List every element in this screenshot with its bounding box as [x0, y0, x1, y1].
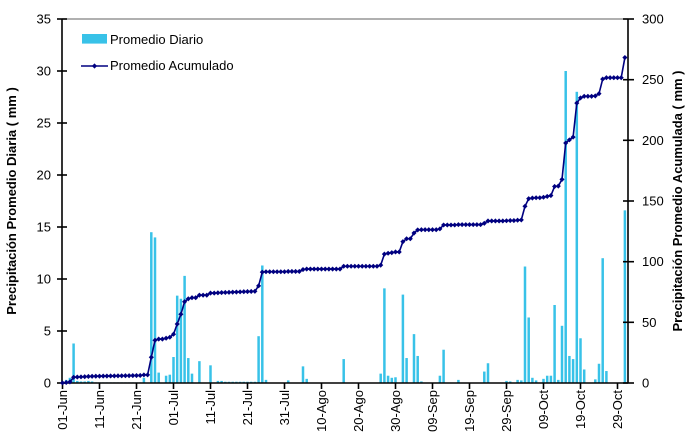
svg-text:19-Oct: 19-Oct: [573, 390, 588, 429]
svg-text:25: 25: [37, 116, 51, 131]
svg-text:21-Jun: 21-Jun: [129, 390, 144, 430]
svg-text:Promedio Diario: Promedio Diario: [110, 32, 203, 47]
svg-text:0: 0: [642, 376, 649, 391]
svg-text:100: 100: [642, 254, 664, 269]
svg-text:20-Ago: 20-Ago: [351, 390, 366, 432]
svg-text:21-Jul: 21-Jul: [240, 390, 255, 426]
svg-text:Precipitación Promedio Diaria: Precipitación Promedio Diaria ( mm ): [4, 87, 19, 315]
svg-text:35: 35: [37, 12, 51, 27]
svg-text:30: 30: [37, 64, 51, 79]
svg-text:Precipitación Promedio Acumula: Precipitación Promedio Acumulada ( mm ): [670, 70, 685, 331]
svg-text:250: 250: [642, 72, 664, 87]
svg-text:29-Oct: 29-Oct: [610, 390, 625, 429]
svg-text:200: 200: [642, 133, 664, 148]
svg-text:0: 0: [44, 376, 51, 391]
svg-text:09-Sep: 09-Sep: [425, 390, 440, 432]
svg-text:19-Sep: 19-Sep: [462, 390, 477, 432]
svg-text:01-Jun: 01-Jun: [55, 390, 70, 430]
svg-text:11-Jul: 11-Jul: [203, 390, 218, 425]
svg-text:29-Sep: 29-Sep: [499, 390, 514, 432]
svg-text:31-Jul: 31-Jul: [277, 390, 292, 426]
svg-text:300: 300: [642, 12, 664, 27]
svg-text:10: 10: [37, 272, 51, 287]
svg-text:01-Jul: 01-Jul: [166, 390, 181, 426]
svg-text:5: 5: [44, 324, 51, 339]
svg-text:Promedio Acumulado: Promedio Acumulado: [110, 58, 234, 73]
svg-text:20: 20: [37, 168, 51, 183]
svg-text:30-Ago: 30-Ago: [388, 390, 403, 432]
svg-text:50: 50: [642, 315, 656, 330]
svg-text:10-Ago: 10-Ago: [314, 390, 329, 432]
svg-text:150: 150: [642, 194, 664, 209]
svg-text:11-Jun: 11-Jun: [92, 390, 107, 429]
svg-text:09-Oct: 09-Oct: [536, 390, 551, 429]
svg-text:15: 15: [37, 220, 51, 235]
